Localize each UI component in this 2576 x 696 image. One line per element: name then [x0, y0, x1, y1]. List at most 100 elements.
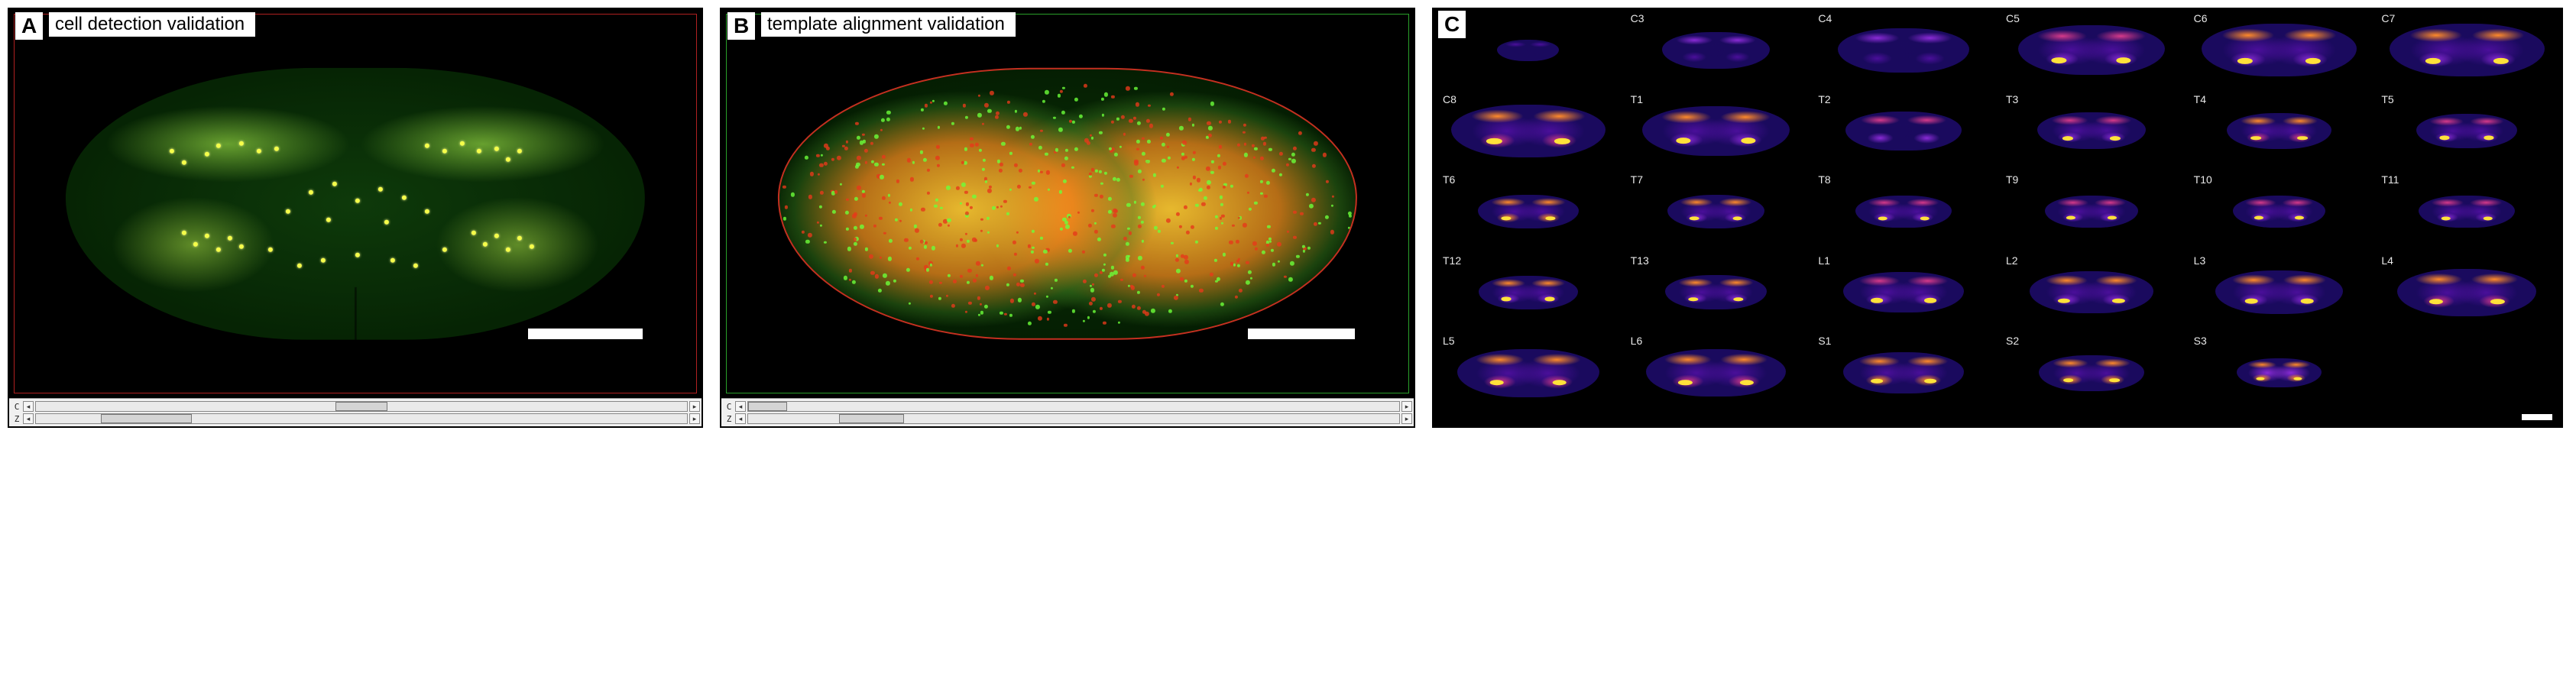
panel-b-title: template alignment validation	[761, 12, 1016, 37]
slider-track[interactable]	[747, 413, 1400, 424]
slider-thumb[interactable]	[101, 414, 192, 423]
slider-left-arrow[interactable]: ◂	[735, 401, 746, 412]
segment-cell: S3	[2189, 336, 2370, 410]
slider-label: C	[11, 402, 23, 412]
panel-c-letter: C	[1438, 11, 1466, 38]
segment-label: T5	[2381, 93, 2393, 105]
panel-a-title: cell detection validation	[49, 12, 255, 37]
slider-right-arrow[interactable]: ▸	[689, 413, 700, 424]
slider-thumb[interactable]	[839, 414, 904, 423]
segment-heatmap	[2215, 270, 2342, 313]
segment-label: C5	[2006, 12, 2020, 24]
slider-left-arrow[interactable]: ◂	[735, 413, 746, 424]
segment-heatmap	[2416, 114, 2517, 148]
slider-label: Z	[11, 414, 23, 424]
segment-heatmap	[2390, 24, 2545, 76]
slider-right-arrow[interactable]: ▸	[689, 401, 700, 412]
segment-cell: T8	[1813, 175, 1994, 248]
segment-label: T12	[1443, 254, 1461, 267]
panel-b-sliders: C◂ ▸ Z◂ ▸	[721, 398, 1414, 426]
segment-cell: T10	[2189, 175, 2370, 248]
segment-cell: S2	[2001, 336, 2182, 410]
segment-heatmap	[2237, 358, 2322, 387]
panel-b-letter: B	[727, 12, 755, 40]
segment-heatmap	[2419, 196, 2515, 228]
segment-cell: T9	[2001, 175, 2182, 248]
segment-heatmap	[1479, 276, 1578, 309]
segment-label: T9	[2006, 173, 2018, 186]
segment-heatmap	[1662, 32, 1771, 69]
segment-heatmap	[1667, 195, 1765, 228]
segment-heatmap	[1478, 195, 1579, 229]
segment-label: L6	[1631, 335, 1643, 347]
segment-label: C6	[2194, 12, 2208, 24]
segment-cell: T7	[1626, 175, 1806, 248]
slider-right-arrow[interactable]: ▸	[1401, 401, 1412, 412]
segment-cell: L2	[2001, 256, 2182, 329]
segment-heatmap	[1497, 40, 1559, 61]
segment-label: S3	[2194, 335, 2207, 347]
slider-track[interactable]	[747, 401, 1400, 412]
slider-thumb[interactable]	[335, 402, 387, 411]
panel-a-viewer[interactable]	[14, 14, 697, 393]
segment-cell: T13	[1626, 256, 1806, 329]
segment-cell: L6	[1626, 336, 1806, 410]
segment-label: T7	[1631, 173, 1643, 186]
segment-heatmap	[1843, 272, 1964, 313]
segment-cell: T11	[2377, 175, 2557, 248]
slider-thumb[interactable]	[748, 402, 787, 411]
segment-cell: L5	[1438, 336, 1619, 410]
segment-label: S1	[1818, 335, 1831, 347]
slider-row: C◂ ▸	[11, 400, 700, 413]
segment-heatmap	[1838, 28, 1969, 73]
panel-a-tissue	[66, 67, 645, 339]
segment-heatmap	[1855, 196, 1952, 228]
segment-label: T1	[1631, 93, 1643, 105]
segment-heatmap	[2030, 271, 2153, 313]
segment-cell: T3	[2001, 95, 2182, 168]
segment-cell: L4	[2377, 256, 2557, 329]
slider-label: C	[723, 402, 735, 412]
segment-label: T10	[2194, 173, 2212, 186]
panel-b-scalebar	[1248, 329, 1355, 339]
slider-track[interactable]	[35, 401, 688, 412]
segment-label: T3	[2006, 93, 2018, 105]
panel-b-viewer[interactable]	[726, 14, 1409, 393]
segment-label: L1	[1818, 254, 1830, 267]
panel-a: A cell detection validation C◂ ▸ Z◂ ▸	[8, 8, 703, 428]
segment-heatmap	[1845, 112, 1962, 151]
segment-heatmap	[1843, 352, 1964, 393]
segment-label: T2	[1818, 93, 1830, 105]
slider-left-arrow[interactable]: ◂	[23, 401, 34, 412]
slider-label: Z	[723, 414, 735, 424]
figure-row: A cell detection validation C◂▸Z◂▸ B tem…	[8, 8, 2568, 428]
slider-row: Z◂ ▸	[11, 413, 700, 425]
segment-cell: T1	[1626, 95, 1806, 168]
segment-label: T8	[1818, 173, 1830, 186]
segment-heatmap	[2227, 113, 2332, 149]
segment-cell: C6	[2189, 14, 2370, 87]
segment-heatmap	[2018, 25, 2166, 75]
segment-label: S2	[2006, 335, 2019, 347]
slider-right-arrow[interactable]: ▸	[1401, 413, 1412, 424]
segment-heatmap	[2202, 24, 2357, 76]
segment-heatmap	[2397, 269, 2536, 316]
segment-label: T13	[1631, 254, 1649, 267]
segment-heatmap	[1457, 349, 1599, 397]
segment-heatmap	[1646, 349, 1785, 397]
segment-cell: L1	[1813, 256, 1994, 329]
slider-left-arrow[interactable]: ◂	[23, 413, 34, 424]
segment-cell: S1	[1813, 336, 1994, 410]
slider-track[interactable]	[35, 413, 688, 424]
segment-cell: T2	[1813, 95, 1994, 168]
segment-cell: C8	[1438, 95, 1619, 168]
segment-cell: C5	[2001, 14, 2182, 87]
panel-b: B template alignment validation C◂ ▸ Z◂ ▸	[720, 8, 1415, 428]
segment-label: L4	[2381, 254, 2393, 267]
segment-label: C8	[1443, 93, 1456, 105]
segment-label: L2	[2006, 254, 2018, 267]
panel-a-sliders: C◂ ▸ Z◂ ▸	[9, 398, 702, 426]
panel-a-letter: A	[15, 12, 43, 40]
segment-heatmap	[2039, 355, 2144, 391]
segment-cell: T6	[1438, 175, 1619, 248]
